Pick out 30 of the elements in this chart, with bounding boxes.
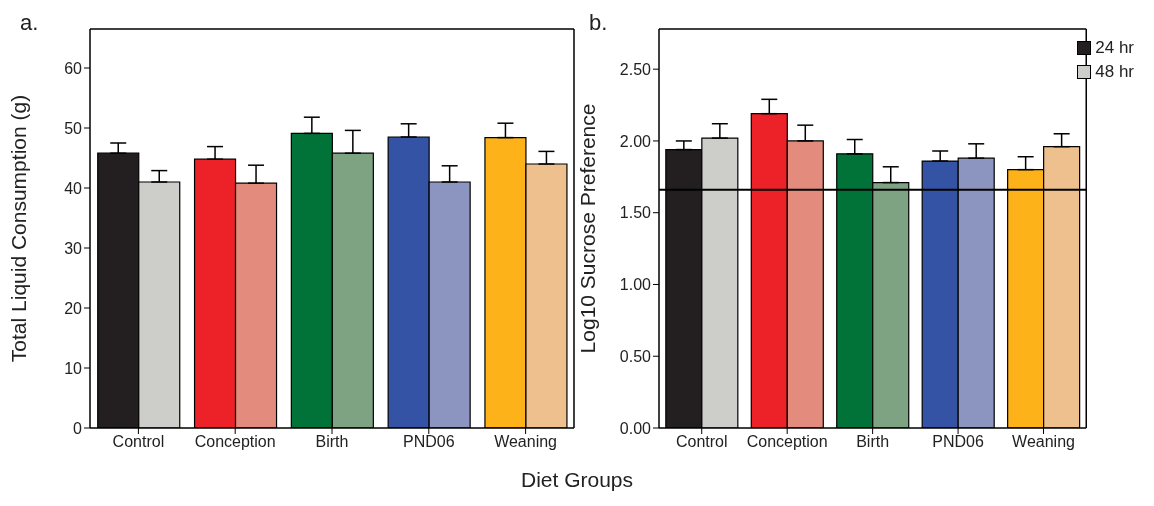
y-tick-label: 1.50: [619, 204, 652, 222]
x-tick-label: Weaning: [1012, 433, 1075, 451]
y-tick-label: 30: [64, 239, 83, 257]
y-tick-label: 50: [64, 119, 83, 137]
y-tick-label: 2.00: [619, 132, 652, 150]
x-tick-label: Birth: [856, 433, 890, 451]
x-axis-title: Diet Groups: [519, 468, 634, 492]
y-tick-label: 20: [64, 299, 83, 317]
y-tick-label: 0.00: [619, 419, 652, 437]
x-tick-label: PND06: [932, 433, 984, 451]
y-tick-label: 1.00: [619, 276, 652, 294]
y-axis-title: Log10 Sucrose Preference: [576, 103, 600, 354]
x-tick-label: Conception: [194, 433, 276, 451]
x-tick-label: Conception: [746, 433, 828, 451]
x-tick-label: Control: [675, 433, 728, 451]
chart-title: b.: [589, 10, 608, 36]
legend-label: 48 hr: [1095, 61, 1134, 83]
y-tick-label: 10: [64, 359, 83, 377]
x-tick-label: Birth: [315, 433, 349, 451]
y-tick-label: 0: [73, 419, 83, 437]
y-tick-label: 2.50: [619, 60, 652, 78]
chart-title: a.: [20, 10, 39, 36]
y-tick-label: 60: [64, 59, 83, 77]
y-tick-label: 40: [64, 179, 83, 197]
y-axis-title: Total Liquid Consumption (g): [7, 94, 31, 363]
x-tick-label: Control: [112, 433, 165, 451]
x-tick-label: Weaning: [494, 433, 558, 451]
x-tick-label: PND06: [403, 433, 455, 451]
legend-label: 24 hr: [1095, 37, 1134, 59]
y-tick-label: 0.50: [619, 347, 652, 365]
